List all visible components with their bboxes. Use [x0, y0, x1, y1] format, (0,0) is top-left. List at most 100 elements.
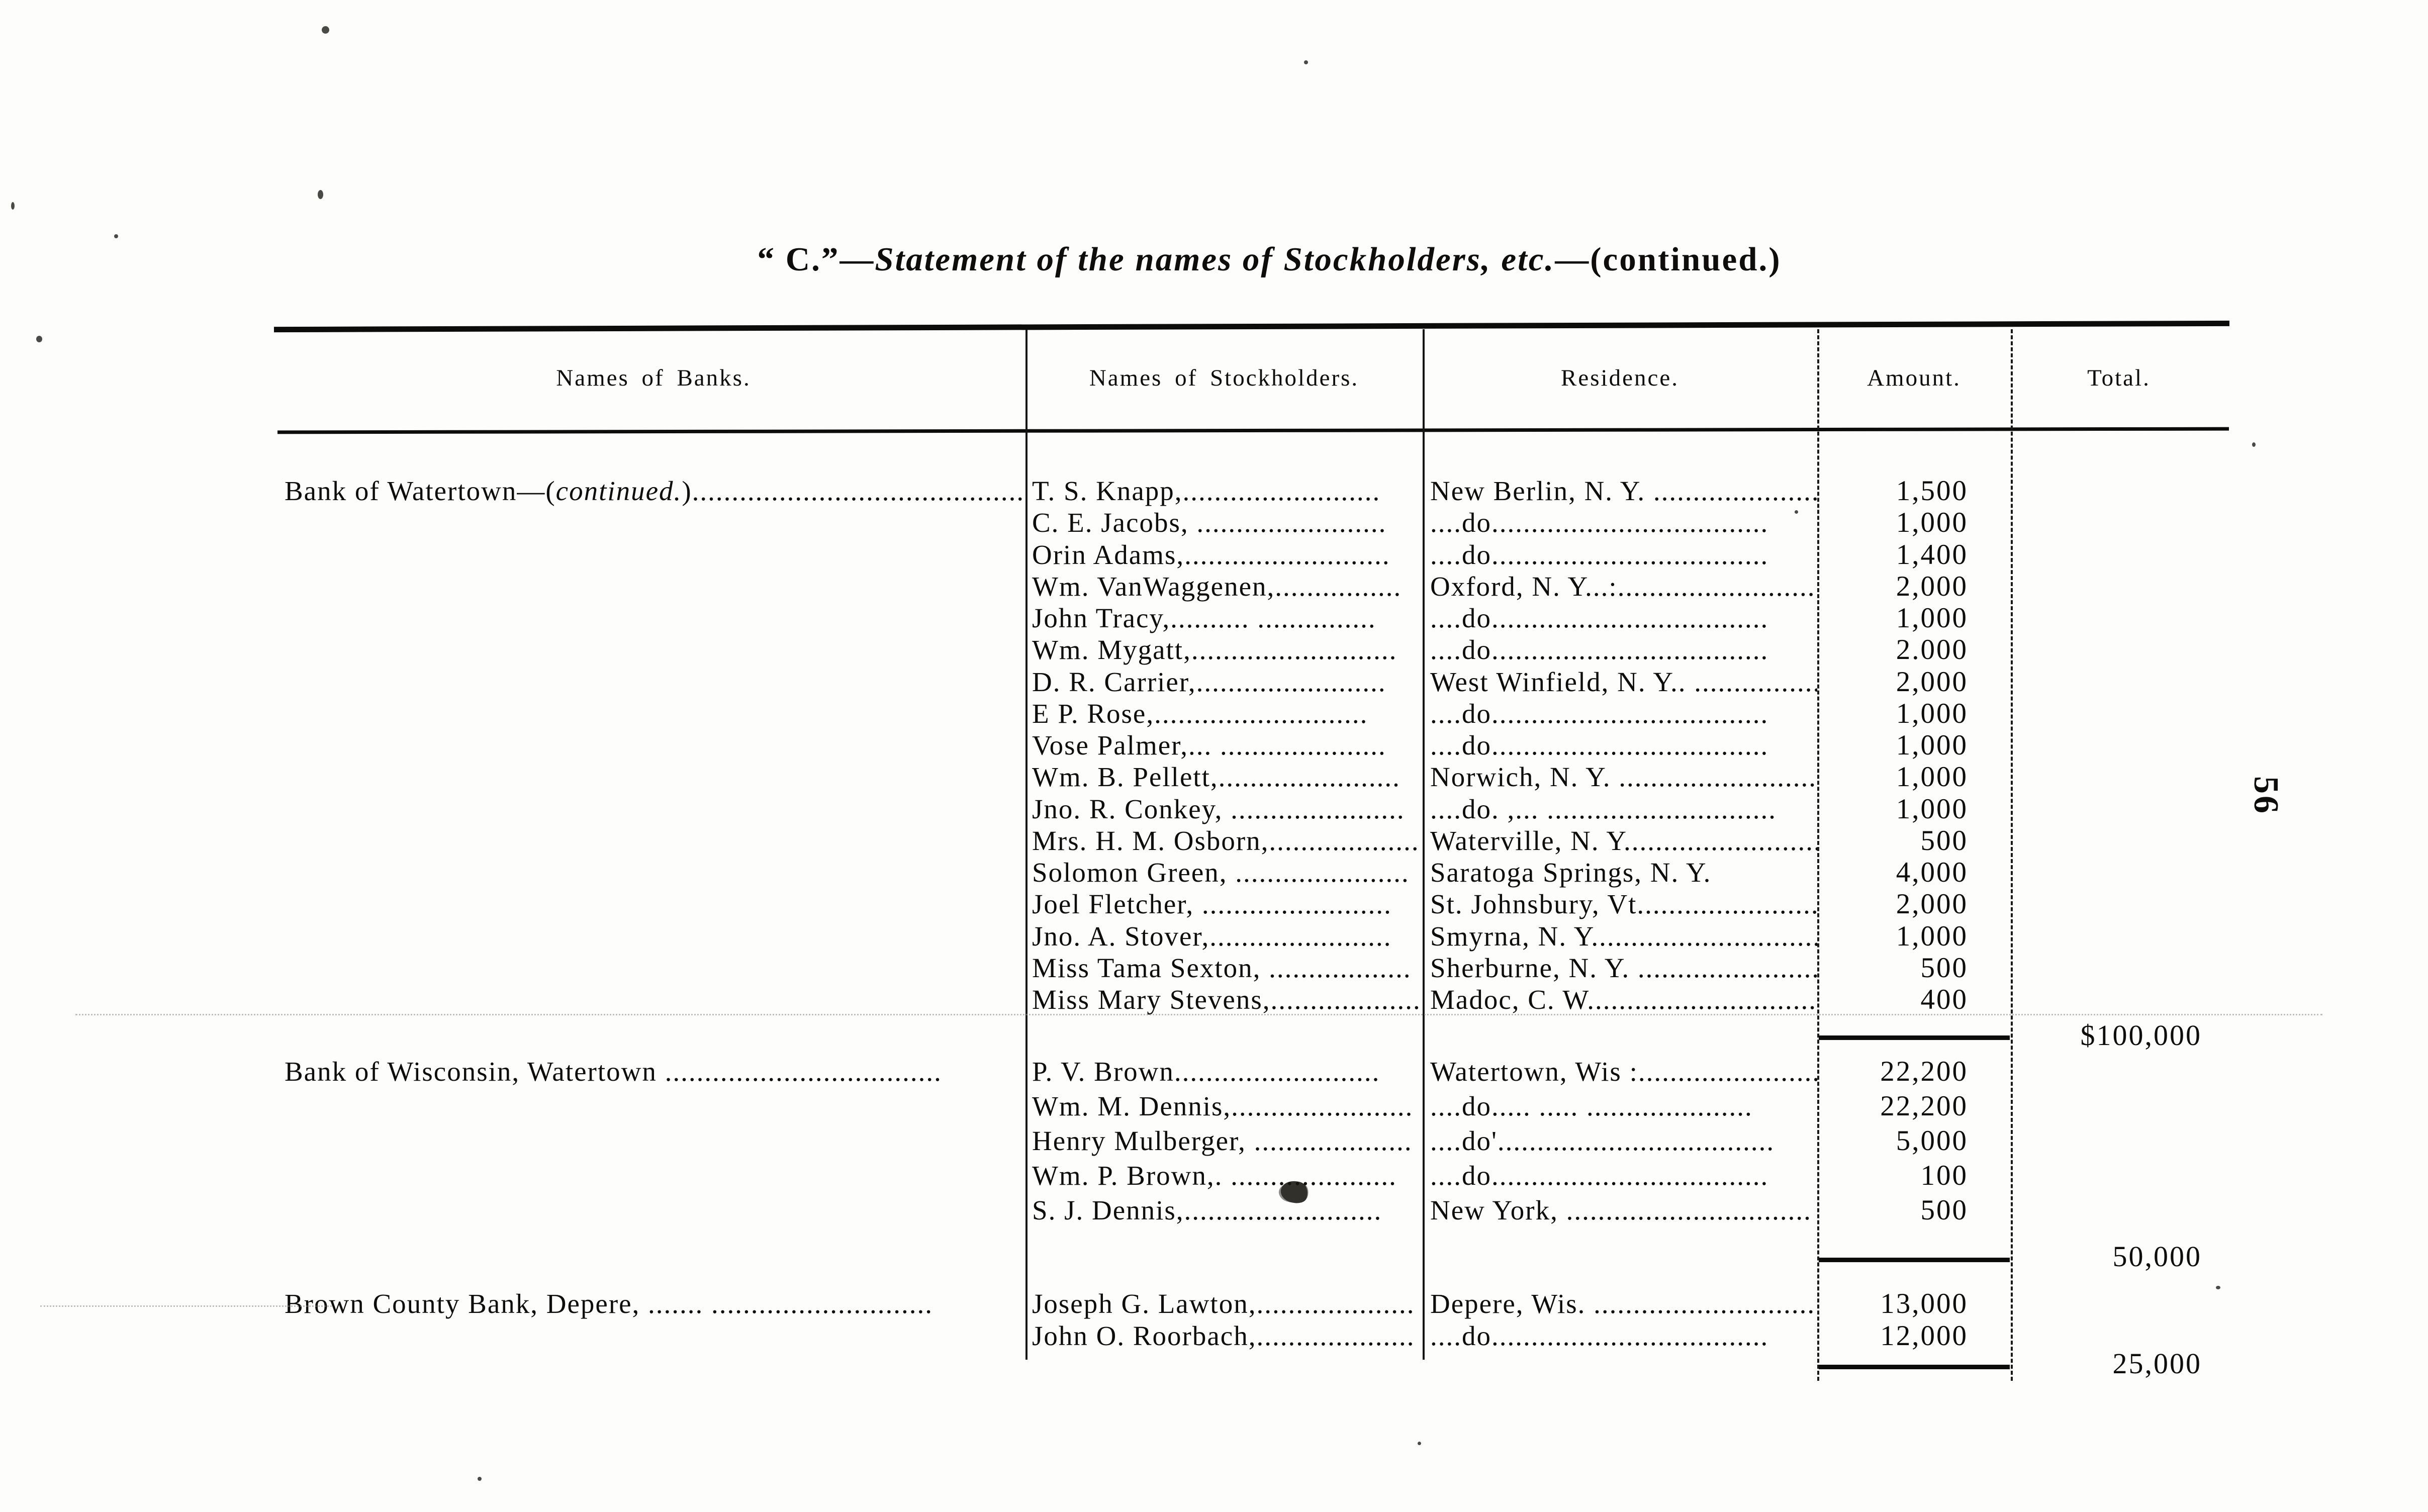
residence: New York, ..............................…: [1430, 1195, 1812, 1225]
amount-value: 100: [1920, 1160, 1968, 1191]
amount-value: 1,000: [1896, 761, 1968, 793]
table-row: Wm. VanWaggenen,................ Oxford, …: [282, 571, 2227, 602]
bank-name-cell: Bank of Wisconsin, Watertown ...........…: [282, 1054, 1025, 1089]
total-empty-cell: [2011, 825, 2227, 857]
total-empty-cell: [2011, 539, 2227, 571]
stockholder-name: John Tracy,.......... ...............: [1032, 603, 1376, 633]
residence: Madoc, C. W.............................…: [1430, 984, 1817, 1015]
stockholder-name: C. E. Jacobs, ........................: [1032, 507, 1387, 538]
amount-value: 5,000: [1896, 1125, 1968, 1157]
amount-value: 2,000: [1896, 666, 1968, 698]
table-row: Wm. Mygatt,.............................…: [282, 634, 2227, 666]
amount-value: 22,200: [1880, 1056, 1968, 1087]
stockholder-name: S. J. Dennis,.........................: [1032, 1195, 1382, 1225]
table-row: John Tracy,.......... ..................…: [282, 602, 2227, 634]
residence: Saratoga Springs, N. Y.: [1430, 857, 1712, 888]
column-divider-stockholders-residence: [1423, 329, 1425, 1360]
title-italic-text: Statement of the names of Stockholders, …: [875, 241, 1555, 278]
scan-speck: [478, 1477, 482, 1481]
bank-name-empty-cell: [282, 507, 1025, 538]
total-empty-cell: [2011, 634, 2227, 666]
stockholder-name: Mrs. H. M. Osborn,...................: [1032, 825, 1420, 856]
amount-value: 12,000: [1880, 1320, 1968, 1352]
table-row: John O. Roorbach,.......................…: [282, 1320, 2227, 1352]
table-row: Bank of Wisconsin, Watertown ...........…: [282, 1054, 2227, 1089]
bank-name-empty-cell: [282, 571, 1025, 602]
header-amount: Amount.: [1867, 365, 1961, 391]
total-empty-cell: [2011, 1288, 2227, 1320]
stockholder-name: D. R. Carrier,........................: [1032, 666, 1386, 697]
stockholder-name: P. V. Brown..........................: [1032, 1056, 1380, 1087]
residence: ....do..................................…: [1430, 1160, 1769, 1191]
residence: ....do..... ..... .....................: [1430, 1091, 1753, 1121]
total-empty-cell: [2011, 602, 2227, 634]
table-row: E P. Rose,..............................…: [282, 698, 2227, 729]
stockholder-name: Wm. Mygatt,..........................: [1032, 634, 1397, 666]
folio-page-number: 56: [2247, 776, 2285, 815]
residence: ....do..................................…: [1430, 730, 1769, 761]
total-empty-cell: [2011, 729, 2227, 761]
scan-speck: [11, 202, 15, 210]
bank-name-leader: ).......................................…: [682, 476, 1025, 506]
total-empty-cell: [2011, 761, 2227, 793]
bank-section-wisconsin: Bank of Wisconsin, Watertown ...........…: [282, 1054, 2227, 1227]
table-header-row: Names of Banks. Names of Stockholders. R…: [282, 327, 2227, 430]
bank-name-empty-cell: [282, 602, 1025, 634]
residence: ....do..................................…: [1430, 507, 1769, 538]
total-empty-cell: [2011, 920, 2227, 952]
section-total-wisconsin: 50,000: [2112, 1240, 2202, 1273]
bank-name-empty-cell: [282, 857, 1025, 888]
residence: Depere, Wis. ...........................…: [1430, 1288, 1816, 1319]
amount-value: 1,500: [1896, 475, 1968, 507]
bank-name-empty-cell: [282, 1089, 1025, 1123]
stockholder-name: John O. Roorbach,....................: [1032, 1320, 1415, 1351]
bank-name-empty-cell: [282, 729, 1025, 761]
scan-speck: [2216, 1286, 2220, 1289]
scan-faint-line: [40, 1305, 332, 1307]
residence: ....do..................................…: [1430, 698, 1769, 729]
column-divider-banks-stockholders: [1025, 329, 1028, 1360]
table-row: Vose Palmer,... ........................…: [282, 729, 2227, 761]
residence: Oxford, N. Y...:........................…: [1430, 571, 1817, 602]
stockholder-name: Miss Mary Stevens,...................: [1032, 984, 1421, 1015]
stockholder-name: Wm. VanWaggenen,................: [1032, 571, 1402, 602]
stockholder-name: Jno. R. Conkey, ......................: [1032, 793, 1405, 824]
bank-name-empty-cell: [282, 984, 1025, 1015]
total-empty-cell: [2011, 666, 2227, 698]
table-row: Wm. P. Brown,. .........................…: [282, 1158, 2227, 1193]
bank-name-empty-cell: [282, 1193, 1025, 1227]
amount-sum-rule-3: [1819, 1365, 2010, 1369]
scan-speck: [318, 190, 323, 199]
total-empty-cell: [2011, 888, 2227, 920]
scan-speck: [322, 26, 329, 34]
residence: New Berlin, N. Y. ......................…: [1430, 476, 1817, 506]
amount-value: 1,000: [1896, 729, 1968, 761]
title-prefix: “ C.”—: [757, 241, 875, 278]
amount-value: 2,000: [1896, 888, 1968, 920]
amount-value: 1,000: [1896, 602, 1968, 634]
bank-name-empty-cell: [282, 666, 1025, 698]
bank-section-watertown: Bank of Watertown—(continued.)..........…: [282, 475, 2227, 1015]
table-row: Orin Adams,.............................…: [282, 539, 2227, 571]
table-row: Joel Fletcher, ........................ S…: [282, 888, 2227, 920]
amount-value: 500: [1920, 952, 1968, 984]
table-row: Miss Mary Stevens,................... Mad…: [282, 984, 2227, 1015]
bank-name-empty-cell: [282, 1123, 1025, 1158]
header-names-of-banks: Names of Banks.: [556, 365, 751, 391]
table-row: Jno. R. Conkey, ........................…: [282, 793, 2227, 825]
residence: ....do..................................…: [1430, 634, 1769, 666]
total-empty-cell: [2011, 1193, 2227, 1227]
bank-name: Brown County Bank, Depere, ....... .....…: [285, 1288, 933, 1319]
bank-name-empty-cell: [282, 952, 1025, 984]
bank-name-cell: Brown County Bank, Depere, ....... .....…: [282, 1288, 1025, 1320]
residence: Watertown, Wis :........................…: [1430, 1056, 1817, 1087]
amount-value: 500: [1920, 1194, 1968, 1226]
bank-name-empty-cell: [282, 920, 1025, 952]
table-row: Wm. M. Dennis,..........................…: [282, 1089, 2227, 1123]
bank-section-brown-county: Brown County Bank, Depere, ....... .....…: [282, 1288, 2227, 1352]
amount-value: 1,000: [1896, 697, 1968, 729]
bank-name-italic: continued.: [555, 476, 682, 506]
total-empty-cell: [2011, 475, 2227, 507]
residence: Smyrna, N. Y............................…: [1430, 920, 1817, 952]
